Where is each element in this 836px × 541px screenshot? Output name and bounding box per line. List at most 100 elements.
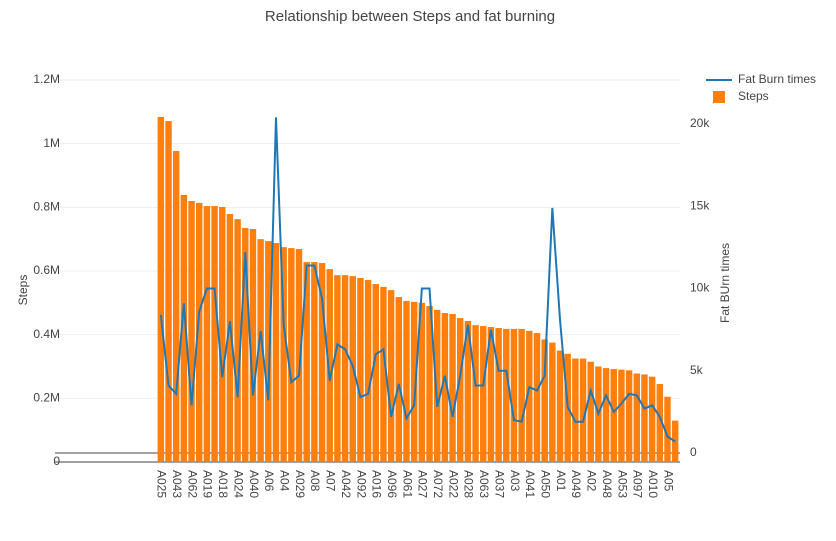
bar — [303, 262, 310, 462]
x-tick-label: A02 — [585, 470, 599, 492]
bar — [510, 328, 518, 462]
bar — [211, 206, 218, 462]
bar — [418, 302, 426, 462]
x-tick-label: A029 — [293, 470, 307, 498]
bar — [487, 327, 495, 462]
x-tick-label: A08 — [308, 470, 322, 492]
x-tick-label: A049 — [569, 470, 583, 498]
y2-axis-title: Fat BUrn times — [718, 243, 732, 323]
bar — [380, 286, 387, 462]
bar — [195, 202, 203, 463]
bar — [480, 326, 487, 462]
bar — [610, 369, 617, 462]
bar — [387, 290, 395, 462]
y-axis-title: Steps — [16, 275, 30, 306]
bar — [433, 309, 441, 462]
bar — [242, 228, 249, 462]
x-tick-label: A037 — [492, 470, 506, 498]
bar — [526, 330, 533, 462]
x-tick-label: A096 — [385, 470, 399, 498]
bar — [311, 262, 318, 462]
bar — [664, 396, 671, 462]
bar — [410, 301, 418, 462]
x-tick-label: A04 — [277, 470, 291, 492]
bar — [272, 242, 280, 462]
bar — [556, 350, 564, 462]
bar — [165, 121, 172, 462]
bar — [641, 374, 648, 462]
y-tick-label: 1M — [43, 136, 60, 150]
bar — [441, 313, 449, 462]
bar — [656, 384, 664, 462]
bar — [203, 206, 211, 462]
bar — [456, 318, 464, 462]
y2-tick-label: 0 — [690, 445, 697, 459]
bar — [618, 369, 625, 462]
bar — [249, 228, 257, 462]
y-tick-label: 0 — [53, 454, 60, 468]
bar — [295, 249, 303, 462]
bar — [326, 269, 333, 462]
bar — [372, 284, 380, 462]
bar — [503, 328, 510, 462]
x-tick-label: A019 — [201, 470, 215, 498]
bar — [403, 300, 410, 462]
x-tick-label: A072 — [431, 470, 445, 498]
bar — [364, 279, 372, 462]
x-tick-label: A024 — [231, 470, 245, 498]
x-tick-label: A053 — [615, 470, 629, 498]
bar — [625, 370, 633, 462]
y-tick-label: 1.2M — [33, 72, 60, 86]
x-tick-label: A061 — [400, 470, 414, 498]
bar — [648, 376, 656, 462]
bar — [518, 328, 525, 462]
x-tick-label: A025 — [155, 470, 169, 498]
y-tick-label: 0.2M — [33, 391, 60, 405]
x-tick-label: A03 — [508, 470, 522, 492]
y-tick-label: 0.4M — [33, 327, 60, 341]
x-tick-label: A07 — [324, 470, 338, 492]
x-tick-label: A018 — [216, 470, 230, 498]
bar — [157, 116, 165, 462]
legend-label: Steps — [738, 89, 769, 103]
x-tick-label: A092 — [354, 470, 368, 498]
x-tick-label: A042 — [339, 470, 353, 498]
legend-label: Fat Burn times — [738, 72, 816, 86]
bar — [219, 207, 226, 462]
bar — [234, 219, 241, 462]
x-tick-label: A063 — [477, 470, 491, 498]
bar — [426, 306, 433, 462]
legend-swatch — [713, 91, 725, 103]
chart-title: Relationship between Steps and fat burni… — [265, 8, 555, 25]
y2-tick-label: 15k — [690, 198, 710, 212]
x-tick-label: A022 — [446, 470, 460, 498]
bar — [188, 200, 195, 462]
bar — [334, 275, 341, 462]
x-tick-label: A05 — [661, 470, 675, 492]
bar — [495, 327, 502, 462]
line — [159, 117, 676, 443]
x-tick-label: A050 — [538, 470, 552, 498]
bar — [265, 241, 272, 462]
bar — [341, 275, 349, 462]
x-tick-label: A028 — [462, 470, 476, 498]
bar — [257, 239, 264, 462]
x-tick-label: A043 — [170, 470, 184, 498]
bar — [472, 325, 479, 462]
bar — [633, 373, 641, 462]
x-tick-label: A016 — [370, 470, 384, 498]
bar — [602, 368, 610, 462]
bar — [541, 339, 548, 462]
x-tick-label: A048 — [600, 470, 614, 498]
bar — [395, 297, 403, 462]
bar — [587, 361, 594, 462]
x-tick-label: A062 — [185, 470, 199, 498]
bar — [572, 358, 579, 462]
bar — [357, 278, 364, 462]
x-tick-label: A027 — [416, 470, 430, 498]
bar — [549, 342, 556, 462]
x-tick-label: A097 — [631, 470, 645, 498]
bar — [280, 247, 287, 462]
y2-tick-label: 20k — [690, 116, 710, 130]
